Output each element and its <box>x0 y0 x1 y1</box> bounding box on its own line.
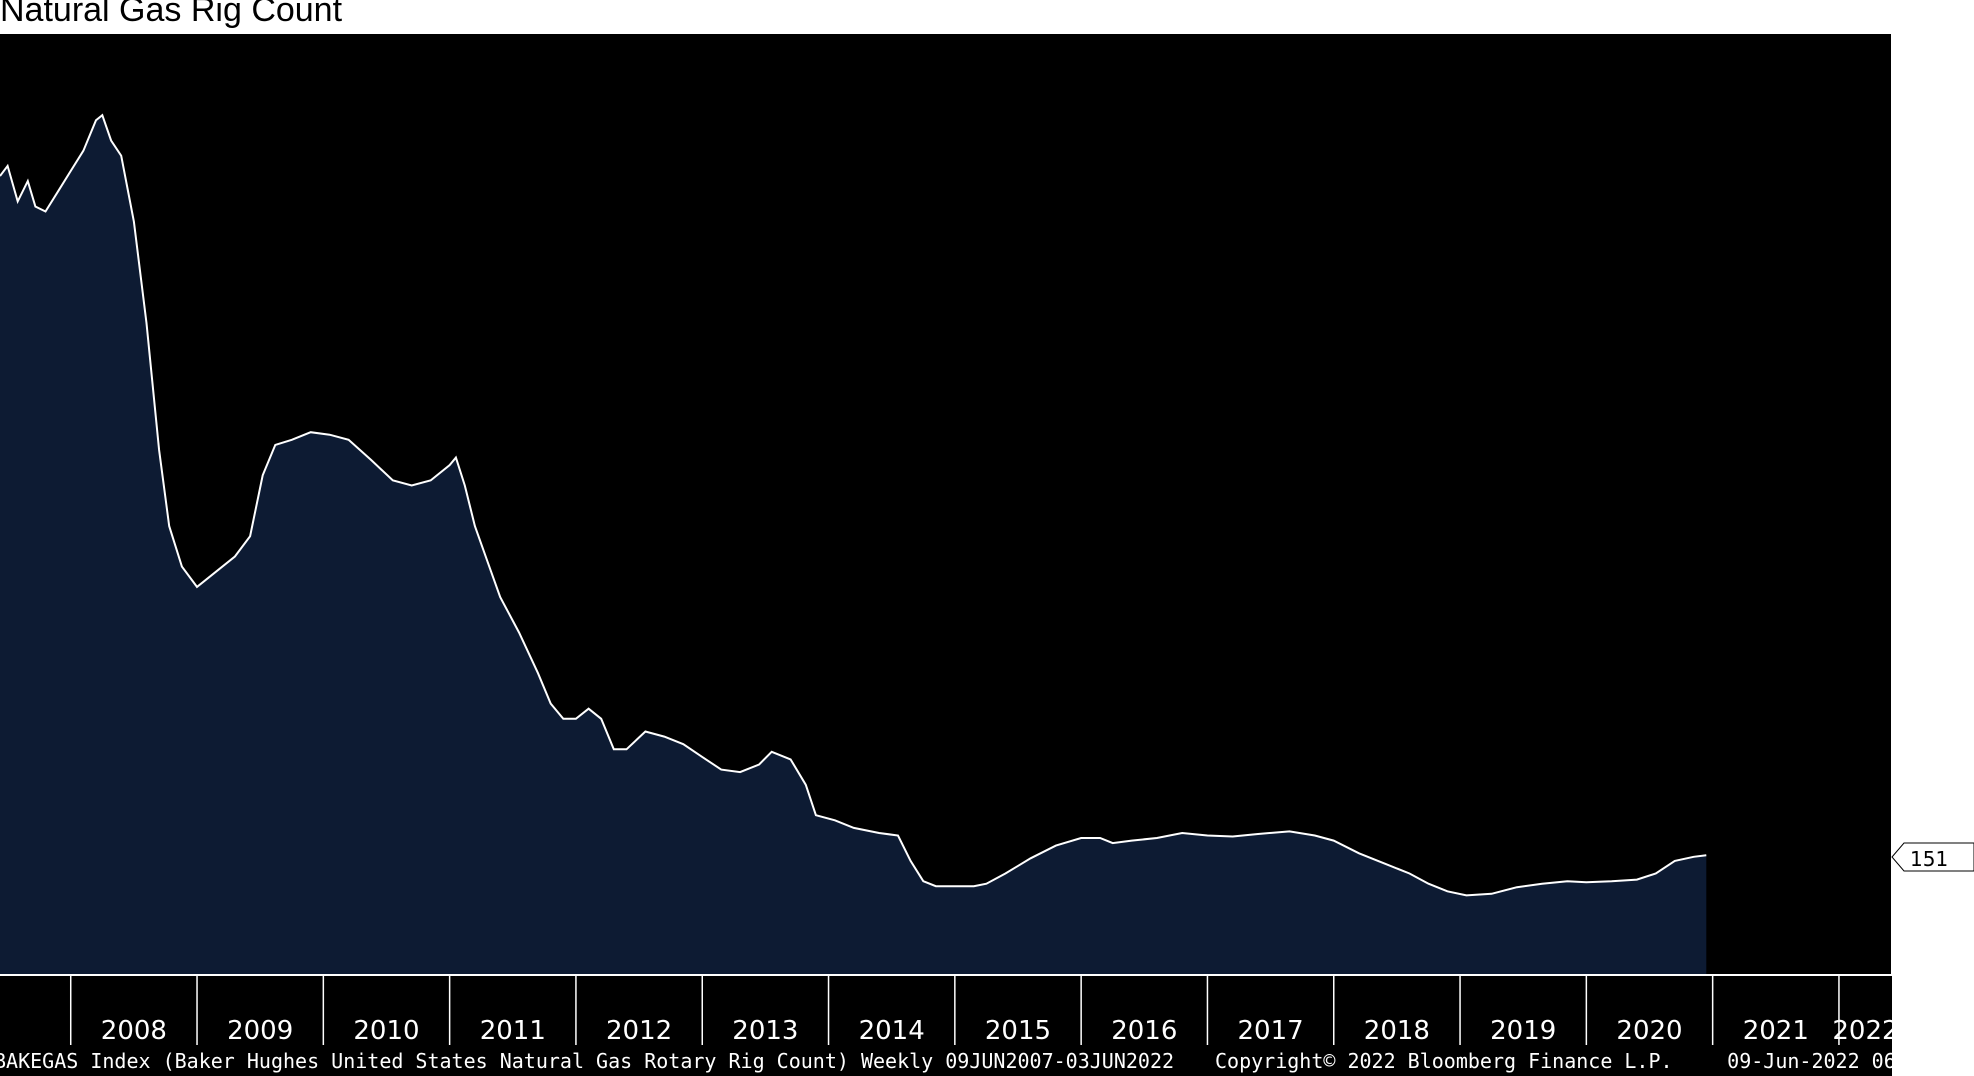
x-tick-label: 2021 <box>1743 1016 1809 1046</box>
last-value-marker: 151 <box>1891 842 1974 872</box>
y-tick <box>1896 723 1904 734</box>
x-tick-label: 2013 <box>732 1016 798 1046</box>
chart-title: Natural Gas Rig Count <box>0 0 343 29</box>
footer: BAKEGAS Index (Baker Hughes United State… <box>0 1049 1968 1073</box>
y-tick-label: 800 <box>1908 515 1950 540</box>
y-tick-label: 400 <box>1908 718 1950 743</box>
y-tick-label: 1600 <box>1908 109 1964 134</box>
footer-copyright: Copyright© 2022 Bloomberg Finance L.P. <box>1215 1049 1673 1073</box>
y-tick-label: 0 <box>1908 921 1922 946</box>
x-tick-label: 2009 <box>227 1016 293 1046</box>
x-tick-label: 2008 <box>101 1016 167 1046</box>
x-tick-label: 2022 <box>1832 1016 1898 1046</box>
x-tick-label: 2019 <box>1490 1016 1556 1046</box>
y-tick <box>1896 622 1904 633</box>
y-tick <box>1896 318 1904 329</box>
x-tick-label: 2012 <box>606 1016 672 1046</box>
y-tick-label: 1200 <box>1908 312 1964 337</box>
y-tick <box>1896 115 1904 126</box>
x-tick-label: 2016 <box>1111 1016 1177 1046</box>
last-value-tag <box>1891 842 1974 872</box>
x-tick-label: 2014 <box>859 1016 925 1046</box>
y-tick <box>1896 521 1904 532</box>
area-fill <box>0 115 1707 975</box>
y-tick-label: 1000 <box>1908 414 1964 439</box>
x-tick-label: 2011 <box>480 1016 546 1046</box>
x-tick-label: 2020 <box>1616 1016 1682 1046</box>
x-axis: 2008 2009 2010 2011 2012 2013 2014 2015 2016 2017… <box>0 974 1899 1046</box>
x-tick-label: 2017 <box>1238 1016 1304 1046</box>
y-axis: 0 200 400 600 800 1000 1200 1400 1600 <box>1891 34 1964 975</box>
y-tick-label: 600 <box>1908 617 1950 642</box>
area-layer <box>0 113 1707 975</box>
x-tick-label: 2010 <box>353 1016 419 1046</box>
series-line <box>0 113 1707 897</box>
y-tick-label: 1400 <box>1908 211 1964 236</box>
y-tick <box>1896 216 1904 227</box>
footer-source: BAKEGAS Index (Baker Hughes United State… <box>0 1049 1174 1073</box>
y-tick <box>1896 926 1904 937</box>
x-tick-label: 2018 <box>1364 1016 1430 1046</box>
y-tick <box>1896 825 1904 836</box>
y-tick <box>1896 419 1904 430</box>
y-tick-label: 200 <box>1908 819 1950 844</box>
x-tick-label: 2015 <box>985 1016 1051 1046</box>
footer-timestamp: 09-Jun-2022 06:59:43 <box>1727 1049 1968 1073</box>
last-value-label: 151 <box>1910 847 1948 871</box>
